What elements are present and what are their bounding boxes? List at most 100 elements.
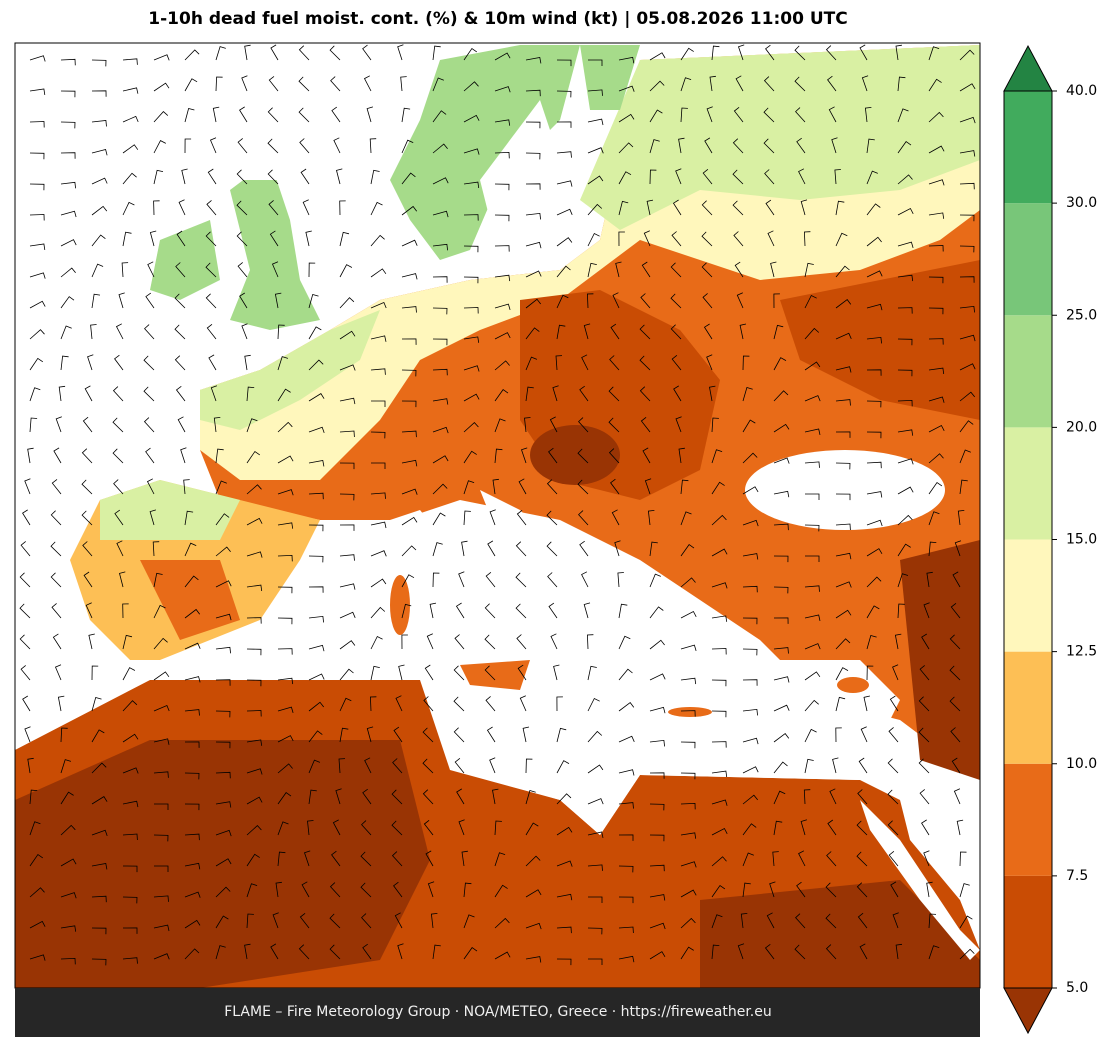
wind-barb [516, 509, 527, 526]
wind-barb [703, 323, 713, 340]
wind-barb [272, 912, 279, 929]
wind-barb [835, 523, 851, 531]
wind-barb [763, 107, 775, 123]
colorbar-segment [1004, 203, 1052, 316]
wind-barb [212, 106, 220, 123]
wind-barb [702, 293, 713, 309]
wind-barb [515, 603, 527, 619]
wind-barb [587, 175, 604, 185]
wind-barb [29, 920, 46, 929]
wind-barb [671, 231, 682, 247]
wind-barb [825, 913, 837, 929]
wind-barb [640, 416, 651, 433]
wind-barb [831, 137, 838, 154]
wind-barb [494, 274, 511, 282]
wind-barb [122, 833, 138, 841]
wind-barb [401, 545, 417, 557]
wind-barb [928, 307, 944, 315]
wind-barb [804, 758, 814, 774]
wind-barb [494, 151, 510, 159]
wind-barb [835, 232, 848, 247]
wind-barb [184, 833, 200, 841]
wind-barb [711, 582, 728, 589]
wind-barb [675, 168, 682, 185]
wind-barb [244, 943, 251, 960]
colorbar-segment [1004, 651, 1052, 764]
wind-barb [618, 85, 635, 92]
wind-barb [215, 480, 227, 495]
wind-barb [246, 617, 262, 624]
sea [160, 540, 380, 680]
land [230, 160, 320, 330]
wind-barb [215, 741, 231, 749]
wind-barb [959, 305, 975, 313]
wind-barb [618, 56, 635, 64]
wind-barb [458, 571, 465, 588]
wind-barb [22, 509, 31, 526]
wind-barb [122, 634, 133, 650]
wind-barb [339, 583, 356, 590]
wind-barb [60, 892, 77, 899]
wind-barb [959, 49, 975, 61]
wind-barb [91, 205, 108, 216]
wind-barb [91, 927, 107, 935]
wind-barb [307, 820, 314, 836]
wind-barb [525, 386, 534, 402]
wind-barb [959, 915, 973, 929]
wind-barb [950, 727, 961, 743]
wind-barb [640, 293, 651, 309]
wind-barb [401, 603, 412, 619]
wind-barb [897, 399, 913, 407]
wind-barb [57, 695, 65, 712]
wind-barb [463, 914, 475, 929]
wind-barb [525, 758, 533, 774]
wind-barb [732, 169, 744, 185]
wind-barb [494, 214, 510, 222]
wind-barb [826, 851, 837, 867]
wind-barb [58, 385, 66, 402]
wind-barb [401, 369, 417, 377]
wind-barb [835, 581, 852, 588]
wind-barb [835, 609, 852, 619]
wind-barb [91, 958, 107, 966]
wind-barb [525, 121, 541, 129]
wind-barb [29, 300, 46, 309]
wind-barb [91, 90, 107, 97]
wind-barb [298, 944, 310, 960]
wind-barb [22, 695, 31, 712]
wind-barb [463, 393, 480, 402]
wind-barb [742, 355, 750, 371]
wind-barb [804, 294, 817, 309]
wind-barb [277, 455, 294, 464]
wind-barb [649, 139, 660, 154]
wind-barb [391, 789, 403, 805]
wind-barb [618, 865, 634, 873]
colorbar-tick-label: 7.5 [1066, 868, 1088, 884]
wind-barb [639, 386, 651, 402]
wind-barb [487, 540, 496, 557]
wind-barb [270, 44, 279, 61]
wind-barb [29, 821, 41, 836]
wind-barb [525, 183, 541, 190]
wind-barb [91, 762, 107, 774]
wind-barb [525, 327, 540, 340]
island [390, 575, 410, 635]
wind-barb [742, 519, 759, 527]
wind-barb [928, 367, 945, 375]
wind-barb [711, 679, 727, 687]
wind-barb [804, 428, 821, 435]
wind-barb [614, 540, 621, 557]
wind-barb [277, 489, 294, 496]
wind-barb [308, 789, 317, 805]
wind-barb [463, 181, 480, 189]
wind-barb [548, 602, 558, 619]
wind-barb [556, 826, 573, 836]
wind-barb [897, 307, 913, 314]
wind-barb [897, 429, 914, 436]
wind-barb [525, 152, 541, 160]
wind-barb [773, 293, 780, 309]
wind-barb [804, 671, 821, 681]
wind-barb [370, 169, 380, 185]
wind-barb [215, 915, 229, 929]
wind-barb [91, 263, 104, 278]
